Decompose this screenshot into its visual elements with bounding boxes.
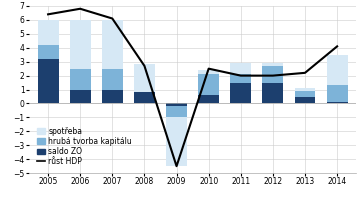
- Bar: [327, 85, 347, 102]
- Legend: spotřeba, hrubá tvorba kapitálu, saldo ZO, růst HDP: spotřeba, hrubá tvorba kapitálu, saldo Z…: [36, 125, 134, 168]
- Bar: [198, 70, 219, 74]
- Bar: [70, 90, 91, 103]
- Bar: [230, 74, 251, 83]
- Bar: [134, 64, 155, 92]
- Bar: [102, 20, 123, 69]
- Bar: [166, 103, 187, 106]
- Bar: [102, 69, 123, 90]
- Bar: [198, 95, 219, 103]
- Bar: [294, 97, 315, 103]
- Bar: [327, 102, 347, 103]
- Bar: [294, 91, 315, 97]
- Bar: [262, 66, 283, 83]
- Bar: [166, 117, 187, 166]
- Bar: [38, 20, 59, 45]
- Bar: [38, 59, 59, 103]
- Bar: [327, 55, 347, 85]
- Bar: [70, 69, 91, 90]
- Bar: [294, 88, 315, 91]
- Bar: [102, 90, 123, 103]
- Bar: [262, 63, 283, 66]
- Bar: [134, 85, 155, 92]
- Bar: [70, 20, 91, 69]
- Bar: [166, 106, 187, 117]
- Bar: [198, 74, 219, 95]
- Bar: [262, 83, 283, 103]
- Bar: [230, 63, 251, 74]
- Bar: [134, 85, 155, 103]
- Bar: [230, 83, 251, 103]
- Bar: [38, 45, 59, 59]
